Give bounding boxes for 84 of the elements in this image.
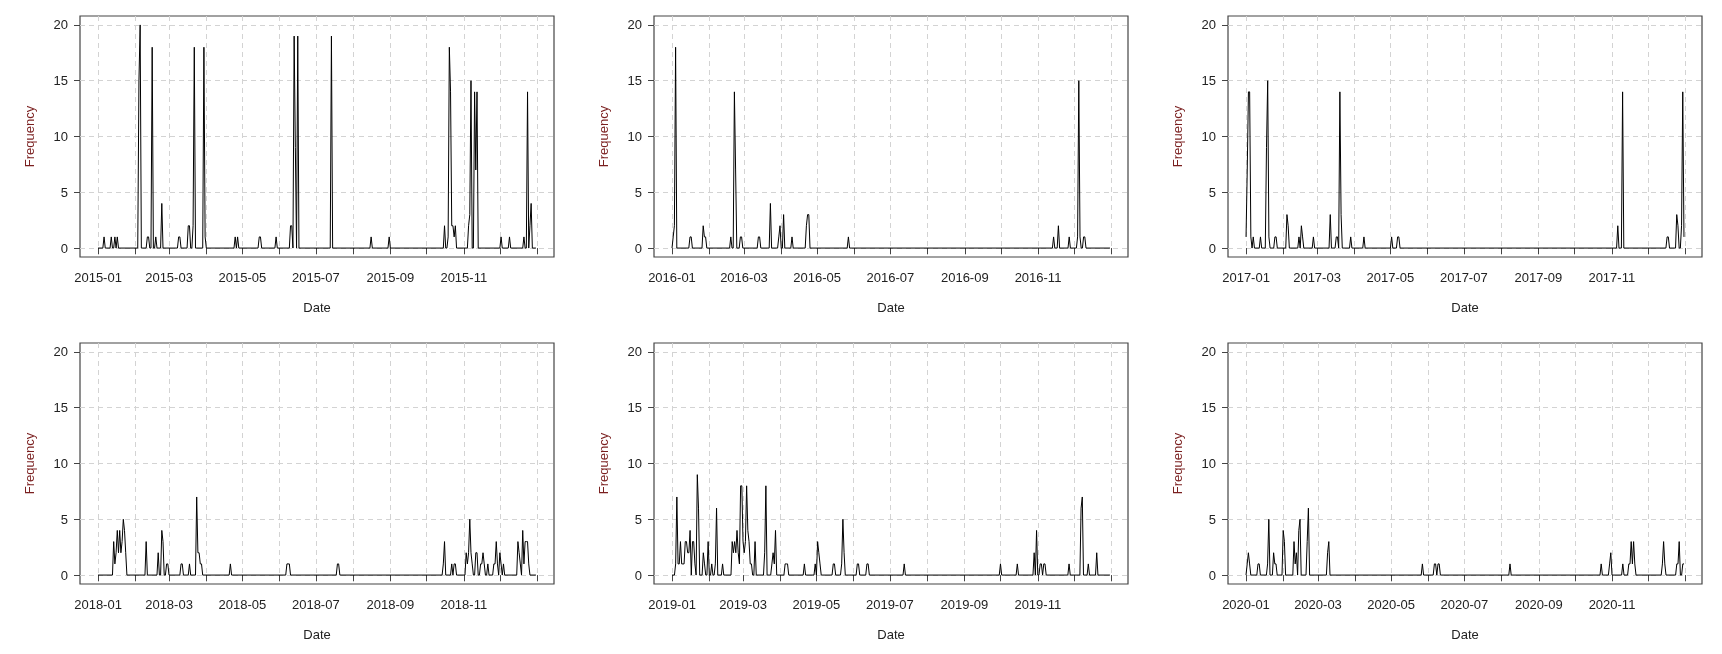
y-tick-label: 15 [1201, 73, 1216, 89]
y-tick-label: 20 [53, 17, 68, 33]
x-tick-label: 2019-11 [1014, 597, 1062, 612]
x-tick-label: 2015-09 [366, 270, 415, 285]
x-tick-label: 2017-01 [1222, 270, 1270, 285]
y-tick-label: 20 [1201, 344, 1216, 360]
x-tick-label: 2017-07 [1439, 270, 1488, 285]
y-tick-label: 10 [627, 129, 642, 144]
x-axis-title: Date [877, 627, 905, 642]
line-series [671, 46, 1111, 249]
y-tick-label: 5 [634, 511, 642, 527]
x-tick-label: 2015-07 [291, 270, 340, 285]
x-tick-label: 2017-05 [1366, 270, 1415, 285]
y-axis-title: Frequency [1170, 105, 1185, 168]
line-series [97, 24, 537, 249]
y-tick-label: 15 [627, 400, 642, 416]
y-tick-label: 10 [1201, 456, 1216, 471]
y-tick-label: 10 [53, 129, 68, 144]
line-series [1245, 80, 1685, 249]
line-series [671, 474, 1111, 576]
x-tick-label: 2018-07 [291, 597, 340, 612]
x-tick-label: 2016-11 [1014, 270, 1062, 285]
x-tick-label: 2019-05 [792, 597, 841, 612]
x-axis-title: Date [1451, 300, 1479, 315]
x-axis-title: Date [1451, 627, 1479, 642]
y-tick-label: 15 [53, 73, 68, 89]
y-tick-label: 5 [1208, 511, 1216, 527]
x-axis-title: Date [877, 300, 905, 315]
y-tick-label: 15 [1201, 400, 1216, 416]
y-tick-label: 0 [60, 567, 68, 583]
x-axis-title: Date [303, 300, 331, 315]
x-tick-label: 2016-01 [648, 270, 696, 285]
x-tick-label: 2018-09 [366, 597, 415, 612]
line-series [97, 496, 537, 576]
y-axis-title: Frequency [596, 105, 611, 168]
y-axis-title: Frequency [22, 105, 37, 168]
x-tick-label: 2020-03 [1294, 597, 1342, 612]
x-tick-label: 2019-09 [940, 597, 989, 612]
x-tick-label: 2019-03 [719, 597, 767, 612]
x-tick-label: 2018-01 [74, 597, 122, 612]
x-tick-label: 2015-05 [218, 270, 267, 285]
y-axis-title: Frequency [1170, 432, 1185, 495]
y-tick-label: 20 [53, 344, 68, 360]
x-tick-label: 2020-07 [1440, 597, 1489, 612]
y-tick-label: 0 [634, 240, 642, 256]
y-tick-label: 10 [1201, 129, 1216, 144]
x-tick-label: 2020-09 [1514, 597, 1563, 612]
y-tick-label: 10 [53, 456, 68, 471]
x-tick-label: 2018-03 [145, 597, 193, 612]
x-tick-label: 2016-03 [720, 270, 768, 285]
y-tick-label: 0 [634, 567, 642, 583]
x-tick-label: 2015-11 [440, 270, 488, 285]
y-tick-label: 5 [60, 511, 68, 527]
x-tick-label: 2016-05 [793, 270, 842, 285]
x-tick-label: 2019-07 [865, 597, 914, 612]
y-axis-title: Frequency [596, 432, 611, 495]
y-tick-label: 10 [627, 456, 642, 471]
line-series [1245, 507, 1685, 576]
x-tick-label: 2017-11 [1588, 270, 1636, 285]
y-tick-label: 15 [627, 73, 642, 89]
x-tick-label: 2020-01 [1222, 597, 1270, 612]
y-tick-label: 0 [1208, 240, 1216, 256]
x-tick-label: 2015-01 [74, 270, 122, 285]
y-tick-label: 5 [1208, 184, 1216, 200]
x-tick-label: 2018-11 [440, 597, 488, 612]
y-axis-title: Frequency [22, 432, 37, 495]
x-tick-label: 2019-01 [648, 597, 696, 612]
y-tick-label: 20 [627, 344, 642, 360]
x-tick-label: 2020-05 [1367, 597, 1416, 612]
y-tick-label: 20 [627, 17, 642, 33]
x-tick-label: 2017-03 [1293, 270, 1341, 285]
y-tick-label: 0 [60, 240, 68, 256]
x-axis-title: Date [303, 627, 331, 642]
x-tick-label: 2020-11 [1588, 597, 1636, 612]
y-tick-label: 0 [1208, 567, 1216, 583]
y-tick-label: 15 [53, 400, 68, 416]
x-tick-label: 2016-09 [940, 270, 989, 285]
y-tick-label: 20 [1201, 17, 1216, 33]
x-tick-label: 2016-07 [866, 270, 915, 285]
y-tick-label: 5 [634, 184, 642, 200]
x-tick-label: 2017-09 [1514, 270, 1563, 285]
x-tick-label: 2018-05 [218, 597, 267, 612]
y-tick-label: 5 [60, 184, 68, 200]
x-tick-label: 2015-03 [145, 270, 193, 285]
